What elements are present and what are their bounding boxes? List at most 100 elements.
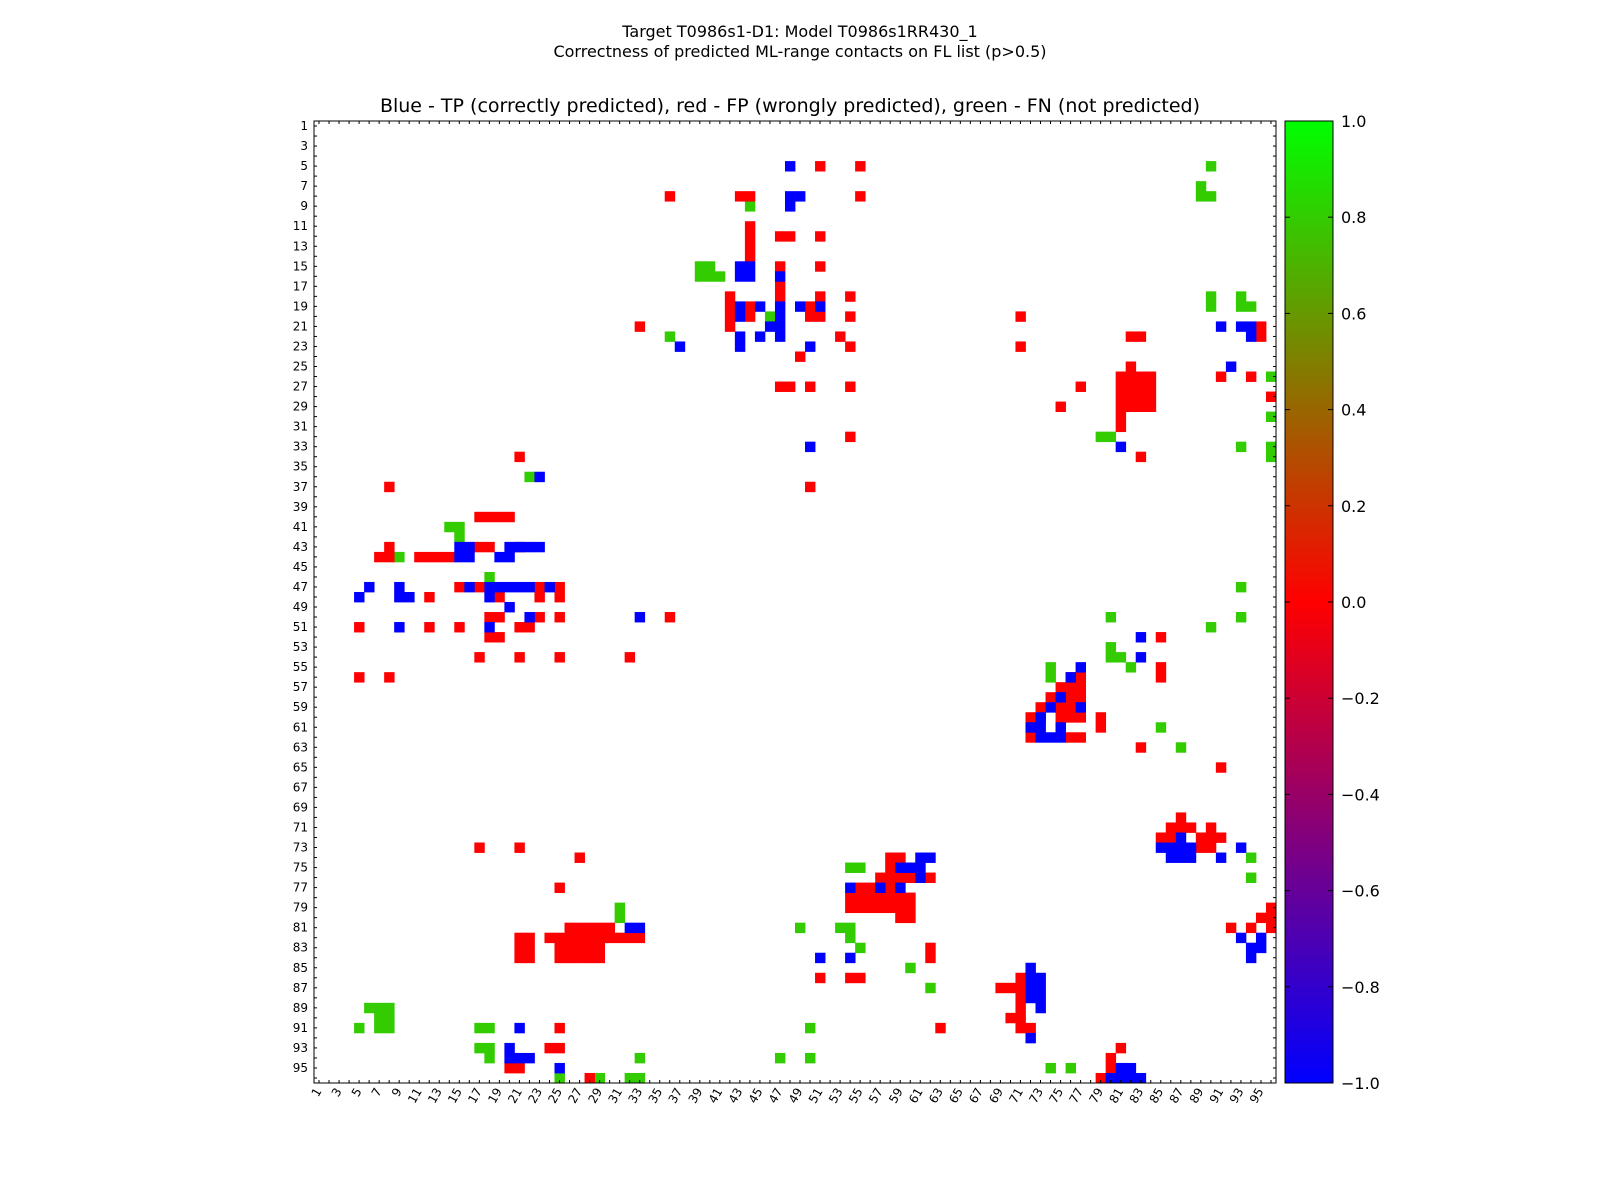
cell-fp [604,932,616,944]
cell-fp [1195,832,1207,843]
cell-fp [805,381,816,392]
x-tick-label: 61 [906,1086,926,1106]
cell-fp [554,882,565,893]
cell-fp [514,932,525,944]
cell-fp [1115,381,1127,392]
cell-fp [384,541,395,553]
cell-fn [524,471,535,483]
x-tick-label: 3 [329,1086,345,1100]
cell-fp [664,612,676,623]
cell-fp [845,902,856,914]
cell-tp [764,321,776,332]
x-tick-label: 49 [786,1086,806,1106]
y-tick-label: 45 [293,560,308,574]
cell-fn [714,271,726,282]
cell-tp [815,952,826,964]
cell-tp [1055,722,1066,733]
cell-fp [634,321,646,332]
cell-fp [835,331,846,342]
cell-fp [815,231,826,242]
y-axis: 1357911131517192123252729313335373941434… [293,119,1276,1079]
cell-fp [374,551,385,563]
cell-tp [734,331,746,342]
cell-fp [594,932,605,944]
x-tick-label: 17 [465,1086,485,1106]
cell-fn [855,942,866,954]
cell-fp [895,902,906,914]
cell-tp [1235,321,1247,332]
cell-fp [554,652,565,663]
x-tick-label: 9 [389,1086,405,1100]
cell-tp [1075,662,1086,673]
cell-fp [1145,401,1157,412]
cell-fp [795,351,806,362]
cell-fp [815,291,826,302]
cell-fp [1015,1022,1026,1034]
cell-fp [1015,972,1026,984]
colorbar-tick-label: −0.8 [1341,978,1380,997]
cell-fn [764,311,776,322]
cell-fp [534,591,545,603]
y-tick-label: 79 [293,901,308,915]
y-tick-label: 87 [293,981,308,995]
cell-fp [584,952,595,964]
cell-fn [704,261,716,272]
cell-fp [1245,371,1257,382]
cell-fp [734,191,746,202]
cell-tp [674,341,686,352]
cell-fp [845,341,856,352]
cell-fp [484,541,495,553]
cell-fp [1125,401,1137,412]
cell-tp [905,862,916,873]
cell-fp [1065,712,1076,723]
y-tick-label: 85 [293,961,308,975]
cell-fp [514,451,525,463]
x-tick-label: 73 [1026,1086,1046,1106]
cell-fp [1075,732,1086,743]
cell-fp [594,942,605,954]
colorbar-tick-label: −1.0 [1341,1074,1380,1093]
cell-fn [1175,742,1187,753]
cell-tp [1255,942,1267,954]
cell-fp [584,922,595,934]
cell-fp [875,892,886,904]
y-tick-label: 55 [293,660,308,674]
cell-fn [805,1052,816,1064]
x-axis: 1 3 5 7 9 11 13 15 17 19 21 23 25 27 29 31 33 35 37 39 41 43 4… [309,121,1272,1106]
x-tick-label: 41 [706,1086,726,1106]
cell-fn [1195,191,1207,202]
cell-fp [774,291,786,302]
cell-fp [805,301,816,312]
cell-fp [384,481,395,493]
cell-tp [354,591,365,603]
cell-tp [734,271,746,282]
cell-tp [544,581,555,593]
cell-tp [534,471,545,483]
cell-fp [724,301,736,312]
cell-fp [484,511,495,523]
cell-fp [885,852,896,863]
cell-fp [1125,391,1137,402]
cell-fp [744,221,756,232]
cell-fp [845,431,856,443]
cell-tp [795,191,806,202]
y-tick-label: 5 [300,159,308,173]
cell-fp [1015,982,1026,994]
cell-fp [514,1062,525,1074]
cell-fn [1065,1062,1076,1074]
cell-fp [1135,401,1147,412]
cell-fp [1075,692,1086,703]
y-tick-label: 73 [293,841,308,855]
cell-tp [734,261,746,272]
cell-fp [1255,321,1267,332]
cell-fn [454,521,465,533]
cell-fp [564,932,575,944]
cell-tp [1045,702,1056,713]
cell-tp [1035,992,1046,1004]
cell-fp [1105,1062,1117,1074]
cell-fp [885,862,896,873]
cell-fp [474,511,485,523]
cell-fn [1045,1062,1056,1074]
cell-fn [835,922,846,934]
cell-fn [1045,662,1056,673]
